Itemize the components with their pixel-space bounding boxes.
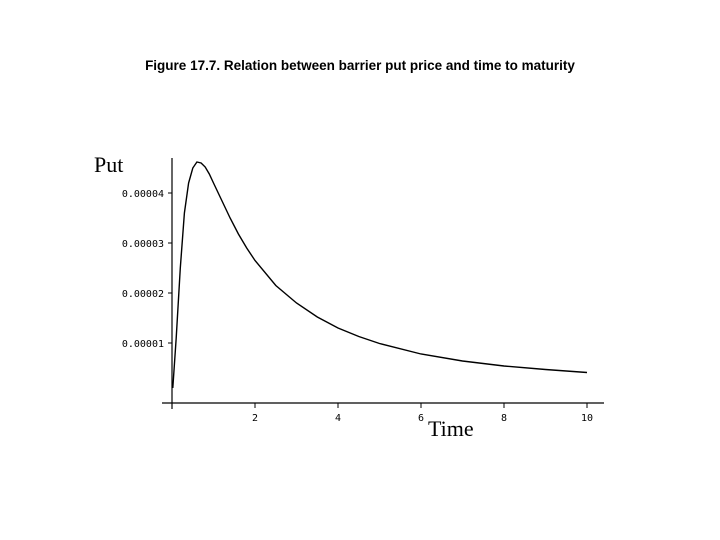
y-tick-label: 0.00003 xyxy=(122,239,164,250)
y-tick-label: 0.00002 xyxy=(122,289,164,300)
y-axis-label: Put xyxy=(94,152,123,177)
x-tick-label: 10 xyxy=(581,413,593,424)
x-tick-label: 2 xyxy=(252,413,258,424)
x-tick-label: 8 xyxy=(501,413,507,424)
x-axis-label: Time xyxy=(428,416,474,441)
x-tick-label: 4 xyxy=(335,413,341,424)
x-ticks: 2 4 6 8 10 xyxy=(252,403,593,424)
chart-title: Figure 17.7. Relation between barrier pu… xyxy=(145,58,575,73)
y-ticks: 0.00001 0.00002 0.00003 0.00004 xyxy=(122,189,172,350)
y-tick-label: 0.00004 xyxy=(122,189,164,200)
x-tick-label: 6 xyxy=(418,413,424,424)
series-line xyxy=(172,161,588,389)
y-tick-label: 0.00001 xyxy=(122,339,164,350)
